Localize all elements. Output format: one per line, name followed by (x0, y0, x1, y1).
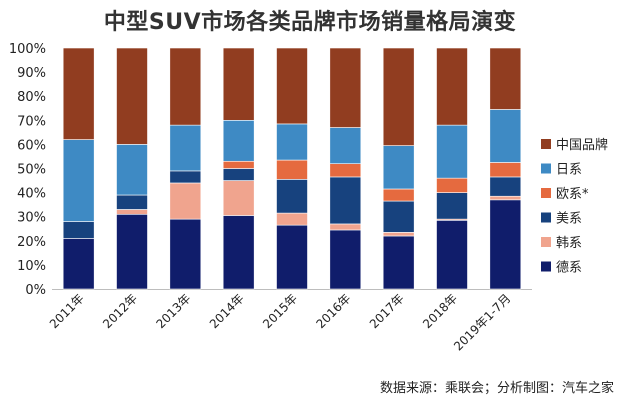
bar-segment (382, 145, 415, 190)
bar-segment (62, 238, 95, 290)
legend-label: 中国品牌 (556, 137, 608, 153)
bar-segment (382, 200, 415, 233)
x-category-label: 2012年 (100, 291, 140, 331)
bar-segment (382, 47, 415, 146)
bar-segment (382, 235, 415, 290)
bar-segment (116, 213, 148, 290)
bar-segment (382, 232, 415, 237)
legend-label: 美系 (556, 212, 582, 227)
bar-segment (489, 195, 522, 201)
bar-segment (489, 47, 522, 110)
bar-segment (436, 177, 468, 193)
legend-label: 德系 (556, 261, 582, 276)
y-tick-label: 10% (17, 259, 46, 274)
legend-swatch (541, 212, 551, 223)
bar-segment (489, 176, 522, 197)
bar-segment (329, 176, 362, 225)
bar-segment (276, 47, 308, 125)
bar-segment (169, 47, 202, 126)
y-tick-label: 0% (25, 283, 46, 298)
bar-segment (62, 221, 95, 239)
bar-segment (489, 199, 522, 290)
bar-segment (276, 224, 308, 290)
bar-segment (436, 220, 468, 290)
x-category-label: 2019年1-7月 (451, 291, 513, 353)
y-tick-label: 40% (17, 187, 46, 202)
legend-label: 韩系 (556, 236, 582, 251)
bar-segment (62, 47, 95, 140)
bar-segment (116, 209, 148, 215)
y-tick-label: 70% (17, 114, 46, 129)
legend-swatch (541, 261, 551, 272)
x-category-label: 2011年 (47, 291, 87, 331)
y-tick-label: 90% (17, 66, 46, 81)
y-tick-label: 20% (17, 235, 46, 250)
bar-segment (222, 215, 255, 290)
bar-segment (222, 180, 255, 216)
x-category-label: 2015年 (260, 291, 300, 331)
legend-label: 欧系* (556, 187, 589, 202)
bar-segment (222, 160, 255, 169)
source-note: 数据来源：乘联会；分析制图：汽车之家 (379, 381, 614, 396)
bar-segment (116, 144, 148, 196)
bar-segment (276, 212, 308, 226)
chart-title: 中型SUV市场各类品牌市场销量格局演变 (103, 10, 517, 35)
bar-segment (382, 188, 415, 202)
y-tick-label: 80% (17, 90, 46, 105)
y-tick-label: 60% (17, 138, 46, 153)
legend-swatch (541, 237, 551, 247)
bar-segment (329, 47, 362, 128)
bar-segment (489, 162, 522, 178)
legend-label: 日系 (556, 163, 582, 178)
bar-segment (169, 182, 202, 220)
bar-segment (276, 179, 308, 214)
bar-segment (116, 47, 148, 145)
x-category-label: 2017年 (367, 291, 407, 331)
bar-segment (222, 47, 255, 121)
y-tick-label: 100% (9, 42, 46, 57)
legend-swatch (541, 139, 551, 149)
bar-segment (436, 47, 468, 126)
y-tick-label: 50% (17, 163, 46, 178)
legend-swatch (541, 163, 551, 174)
bar-segment (116, 194, 148, 210)
bar-segment (489, 109, 522, 163)
legend-swatch (541, 188, 551, 198)
bar-segment (436, 124, 468, 179)
bar-segment (329, 229, 362, 290)
bar-segment (222, 168, 255, 181)
bar-segment (329, 127, 362, 164)
bar-segment (276, 123, 308, 161)
bar-segment (329, 163, 362, 178)
bar-segment (169, 124, 202, 172)
bar-segment (329, 223, 362, 231)
x-category-label: 2013年 (153, 291, 193, 331)
y-tick-label: 30% (17, 211, 46, 226)
bar-segment (169, 218, 202, 290)
bar-segment (169, 170, 202, 184)
x-category-label: 2014年 (207, 291, 247, 331)
bar-segment (222, 120, 255, 162)
bar-segment (276, 159, 308, 180)
bar-segment (62, 139, 95, 222)
x-category-label: 2016年 (313, 291, 353, 331)
x-category-label: 2018年 (420, 291, 460, 331)
bar-segment (436, 192, 468, 220)
